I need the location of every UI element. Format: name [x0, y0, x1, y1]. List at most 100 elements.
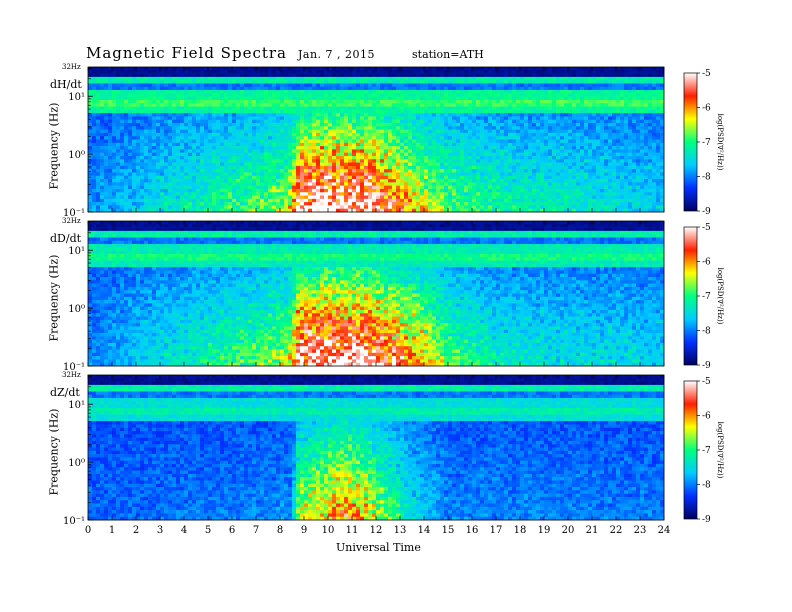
spectrogram-cell	[132, 103, 136, 107]
spectrogram-cell	[256, 136, 260, 140]
spectrogram-cell	[324, 140, 328, 144]
spectrogram-cell	[184, 67, 188, 71]
spectrogram-cell	[484, 103, 488, 107]
spectrogram-cell	[296, 116, 300, 120]
spectrogram-cell	[356, 120, 360, 124]
spectrogram-cell	[376, 166, 380, 170]
spectrogram-cell	[360, 120, 364, 124]
spectrogram-cell	[536, 113, 540, 117]
spectrogram-cell	[324, 130, 328, 134]
spectrogram-cell	[184, 77, 188, 81]
spectrogram-cell	[448, 163, 452, 167]
spectrogram-cell	[528, 77, 532, 81]
spectrogram-cell	[112, 70, 116, 74]
spectrogram-cell	[244, 100, 248, 104]
spectrogram-cell	[316, 70, 320, 74]
spectrogram-cell	[136, 103, 140, 107]
spectrogram-cell	[132, 97, 136, 101]
spectrogram-cell	[328, 149, 332, 153]
spectrogram-cell	[88, 97, 92, 101]
spectrogram-cell	[228, 179, 232, 183]
spectrogram-cell	[300, 123, 304, 127]
spectrogram-cell	[136, 87, 140, 91]
spectrogram-cell	[372, 159, 376, 163]
spectrogram-cell	[428, 149, 432, 153]
spectrogram-cell	[296, 126, 300, 130]
spectrogram-cell	[164, 169, 168, 173]
spectrogram-cell	[152, 87, 156, 91]
spectrogram-cell	[324, 186, 328, 190]
spectrogram-cell	[240, 146, 244, 150]
spectrogram-cell	[220, 182, 224, 186]
spectrogram-cell	[440, 156, 444, 160]
spectrogram-cell	[400, 116, 404, 120]
spectrogram-cell	[312, 100, 316, 104]
spectrogram-cell	[380, 176, 384, 180]
spectrogram-cell	[388, 205, 392, 209]
spectrogram-cell	[484, 169, 488, 173]
spectrogram-cell	[116, 136, 120, 140]
spectrogram-cell	[396, 100, 400, 104]
spectrogram-cell	[120, 120, 124, 124]
spectrogram-cell	[288, 67, 292, 71]
spectrogram-cell	[228, 97, 232, 101]
spectrogram-cell	[432, 156, 436, 160]
spectrogram-cell	[352, 149, 356, 153]
spectrogram-cell	[524, 80, 528, 84]
spectrogram-cell	[480, 93, 484, 97]
spectrogram-cell	[140, 136, 144, 140]
spectrogram-cell	[364, 136, 368, 140]
spectrogram-cell	[424, 189, 428, 193]
spectrogram-cell	[164, 189, 168, 193]
spectrogram-cell	[420, 136, 424, 140]
spectrogram-cell	[340, 202, 344, 206]
spectrogram-cell	[484, 74, 488, 78]
spectrogram-cell	[176, 83, 180, 87]
spectrogram-cell	[452, 140, 456, 144]
spectrogram-cell	[448, 186, 452, 190]
spectrogram-cell	[452, 67, 456, 71]
spectrogram-cell	[204, 176, 208, 180]
spectrogram-cell	[212, 126, 216, 130]
spectrogram-cell	[208, 110, 212, 114]
spectrogram-cell	[204, 156, 208, 160]
spectrogram-cell	[156, 169, 160, 173]
spectrogram-cell	[512, 192, 516, 196]
spectrogram-cell	[516, 113, 520, 117]
spectrogram-cell	[472, 83, 476, 87]
spectrogram-cell	[464, 126, 468, 130]
spectrogram-cell	[380, 87, 384, 91]
spectrogram-cell	[376, 172, 380, 176]
spectrogram-cell	[500, 74, 504, 78]
spectrogram-cell	[288, 146, 292, 150]
spectrogram-cell	[132, 120, 136, 124]
spectrogram-cell	[164, 116, 168, 120]
spectrogram-cell	[152, 97, 156, 101]
spectrogram-cell	[476, 133, 480, 137]
spectrogram-cell	[232, 120, 236, 124]
spectrogram-cell	[436, 90, 440, 94]
spectrogram-cell	[456, 172, 460, 176]
spectrogram-cell	[392, 166, 396, 170]
spectrogram-cell	[492, 163, 496, 167]
spectrogram-cell	[216, 120, 220, 124]
spectrogram-cell	[444, 136, 448, 140]
spectrogram-cell	[328, 156, 332, 160]
spectrogram-cell	[340, 169, 344, 173]
spectrogram-cell	[164, 100, 168, 104]
spectrogram-cell	[384, 90, 388, 94]
spectrogram-cell	[448, 179, 452, 183]
spectrogram-cell	[96, 176, 100, 180]
spectrogram-cell	[388, 120, 392, 124]
spectrogram-cell	[248, 90, 252, 94]
spectrogram-cell	[508, 149, 512, 153]
spectrogram-cell	[500, 179, 504, 183]
spectrogram-cell	[412, 153, 416, 157]
spectrogram-cell	[384, 70, 388, 74]
spectrogram-cell	[188, 83, 192, 87]
spectrogram-cell	[344, 107, 348, 111]
spectrogram-cell	[292, 186, 296, 190]
spectrogram-cell	[140, 143, 144, 147]
spectrogram-cell	[140, 80, 144, 84]
spectrogram-cell	[140, 87, 144, 91]
